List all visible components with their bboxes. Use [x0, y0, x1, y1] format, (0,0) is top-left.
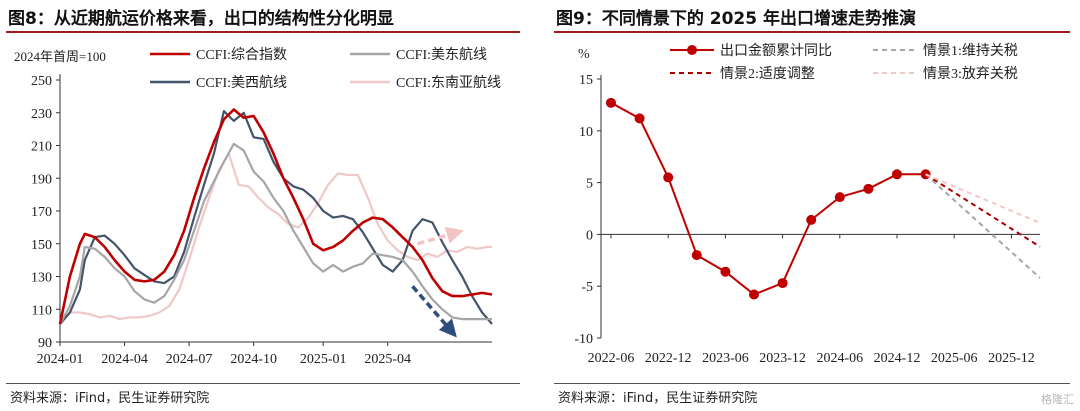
- data-point: [834, 192, 845, 203]
- legend-label: 情景2:适度调整: [720, 66, 815, 82]
- y-tick-label: 250: [31, 74, 52, 89]
- series-line: [59, 142, 492, 325]
- legend-label: 情景1:维持关税: [923, 43, 1018, 59]
- x-tick-label: 2022-12: [645, 351, 692, 366]
- x-tick-label: 2023-06: [702, 351, 749, 366]
- y-tick-label: 190: [31, 172, 52, 187]
- shipping-price-chart: 2024年首周=100 90 110 130 150 170 190 210 230 250 202…: [14, 47, 501, 367]
- y-tick-label: 150: [31, 238, 52, 253]
- x-tick-label: 2024-07: [166, 352, 213, 367]
- legend-label: CCFI:美西航线: [196, 75, 287, 91]
- legend-label: CCFI:东南亚航线: [396, 75, 501, 91]
- legend-label: CCFI:综合指数: [196, 47, 287, 63]
- x-tick-label: 2025-06: [931, 351, 978, 366]
- data-point: [691, 250, 702, 261]
- legend-label: 情景3:放弃关税: [923, 66, 1018, 82]
- source-note: 资料来源：iFind，民生证券研究院: [558, 391, 758, 406]
- legend-label: CCFI:美东航线: [396, 47, 487, 63]
- title-divider: [6, 31, 520, 33]
- panel-right: 图9：不同情景下的 2025 年出口增速走势推演 % -10 -5 0 5 10 15 202…: [548, 0, 1080, 411]
- series-line: [59, 110, 493, 325]
- watermark: 格隆汇: [1041, 393, 1074, 406]
- data-point: [634, 113, 645, 124]
- chart-subtitle: 2024年首周=100: [14, 49, 106, 64]
- y-tick-label: 110: [32, 303, 52, 318]
- x-tick-label: 2024-10: [230, 352, 277, 367]
- y-tick-label: 10: [579, 125, 593, 140]
- y-tick-label: 15: [579, 73, 593, 88]
- series-line: [924, 173, 1041, 279]
- source-divider: [554, 383, 1070, 384]
- y-tick-label: 170: [31, 205, 52, 220]
- chart-subtitle: %: [578, 47, 590, 62]
- legend-label: 出口金额累计同比: [720, 43, 832, 59]
- data-point: [720, 266, 731, 277]
- data-point: [606, 97, 616, 108]
- trend-arrow: [411, 285, 457, 338]
- figure-title: 图8：从近期航运价格来看，出口的结构性分化明显: [8, 9, 394, 29]
- y-tick-label: 5: [586, 177, 593, 192]
- trend-arrow: [417, 226, 464, 246]
- x-tick-label: 2024-06: [816, 351, 863, 366]
- legend-marker: [687, 45, 697, 55]
- data-point: [663, 172, 674, 183]
- panel-left: 图8：从近期航运价格来看，出口的结构性分化明显 2024年首周=100 90 110…: [0, 0, 530, 411]
- x-tick-label: 2025-04: [364, 352, 411, 367]
- series-line: [59, 152, 492, 325]
- x-tick-label: 2025-12: [988, 351, 1035, 366]
- data-point: [806, 214, 817, 225]
- x-tick-label: 2025-01: [300, 352, 347, 367]
- series-line: [925, 173, 1041, 248]
- x-tick-label: 2023-12: [759, 351, 806, 366]
- x-tick-label: 2024-04: [101, 352, 148, 367]
- data-point: [863, 183, 874, 194]
- export-growth-chart: % -10 -5 0 5 10 15 2022-06 2022-12 2023-06 2023-12…: [574, 43, 1041, 366]
- source-note: 资料来源：iFind，民生证券研究院: [10, 391, 210, 406]
- series-line: [610, 101, 926, 296]
- y-tick-label: 230: [31, 107, 52, 122]
- y-tick-label: 90: [38, 336, 52, 351]
- y-tick-label: 130: [31, 271, 52, 286]
- series-line: [925, 173, 1041, 224]
- y-tick-label: -10: [574, 332, 593, 347]
- y-tick-label: -5: [581, 280, 593, 295]
- figure-title: 图9：不同情景下的 2025 年出口增速走势推演: [556, 9, 916, 29]
- y-tick-label: 0: [586, 228, 593, 243]
- data-point: [892, 169, 902, 180]
- data-point: [749, 289, 759, 300]
- data-point: [777, 278, 788, 289]
- source-divider: [6, 383, 520, 384]
- series-line: [58, 108, 493, 325]
- y-tick-label: 210: [31, 140, 52, 155]
- x-tick-label: 2024-12: [874, 351, 921, 366]
- title-divider: [554, 31, 1070, 33]
- x-tick-label: 2022-06: [588, 351, 635, 366]
- x-tick-label: 2024-01: [37, 352, 84, 367]
